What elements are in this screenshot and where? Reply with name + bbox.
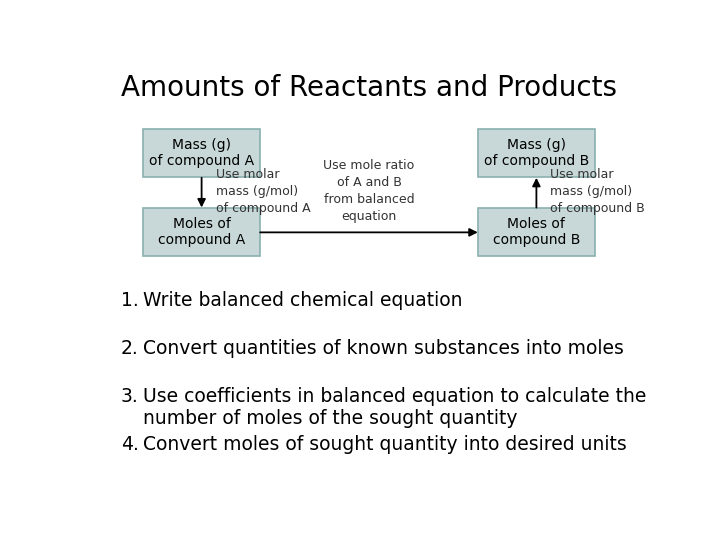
Text: Use molar
mass (g/mol)
of compound A: Use molar mass (g/mol) of compound A [215, 168, 310, 215]
Text: Convert moles of sought quantity into desired units: Convert moles of sought quantity into de… [143, 435, 626, 454]
FancyBboxPatch shape [478, 208, 595, 256]
Text: 4.: 4. [121, 435, 138, 454]
Text: Use molar
mass (g/mol)
of compound B: Use molar mass (g/mol) of compound B [550, 168, 645, 215]
Text: number of moles of the sought quantity: number of moles of the sought quantity [143, 409, 518, 428]
Text: Convert quantities of known substances into moles: Convert quantities of known substances i… [143, 339, 624, 358]
Text: Write balanced chemical equation: Write balanced chemical equation [143, 292, 462, 310]
FancyBboxPatch shape [478, 129, 595, 177]
Text: Use coefficients in balanced equation to calculate the: Use coefficients in balanced equation to… [143, 387, 647, 406]
Text: 2.: 2. [121, 339, 138, 358]
FancyBboxPatch shape [143, 208, 260, 256]
Text: Use mole ratio
of A and B
from balanced
equation: Use mole ratio of A and B from balanced … [323, 159, 415, 223]
Text: Mass (g)
of compound A: Mass (g) of compound A [149, 138, 254, 168]
Text: Moles of
compound B: Moles of compound B [492, 217, 580, 247]
Text: 1.: 1. [121, 292, 138, 310]
FancyBboxPatch shape [143, 129, 260, 177]
Text: 3.: 3. [121, 387, 138, 406]
Text: Amounts of Reactants and Products: Amounts of Reactants and Products [121, 73, 617, 102]
Text: Moles of
compound A: Moles of compound A [158, 217, 246, 247]
Text: Mass (g)
of compound B: Mass (g) of compound B [484, 138, 589, 168]
